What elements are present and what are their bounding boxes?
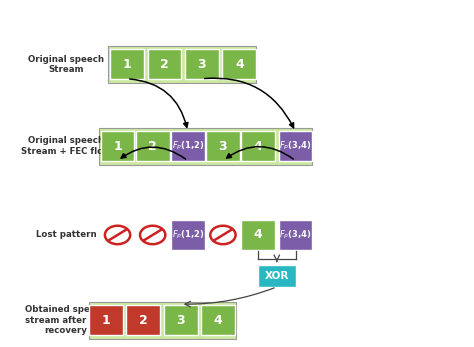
FancyBboxPatch shape bbox=[89, 305, 123, 335]
Text: 3: 3 bbox=[219, 140, 227, 153]
Text: Obtained speech
stream after FEC
recovery: Obtained speech stream after FEC recover… bbox=[25, 305, 107, 335]
FancyArrowPatch shape bbox=[121, 147, 186, 159]
Text: 1: 1 bbox=[123, 58, 131, 71]
Text: Original speech
Stream: Original speech Stream bbox=[28, 54, 104, 74]
FancyBboxPatch shape bbox=[136, 131, 170, 161]
Text: 1: 1 bbox=[113, 140, 122, 153]
Text: $F_P$(3,4): $F_P$(3,4) bbox=[279, 140, 312, 152]
Text: 1: 1 bbox=[101, 314, 110, 327]
Circle shape bbox=[105, 226, 130, 244]
Text: $F_P$(1,2): $F_P$(1,2) bbox=[172, 140, 204, 152]
Text: $F_P$(3,4): $F_P$(3,4) bbox=[279, 229, 312, 241]
Text: 3: 3 bbox=[198, 58, 206, 71]
FancyBboxPatch shape bbox=[201, 305, 235, 335]
FancyArrowPatch shape bbox=[227, 147, 293, 159]
FancyBboxPatch shape bbox=[99, 128, 312, 165]
Circle shape bbox=[210, 226, 236, 244]
FancyBboxPatch shape bbox=[185, 49, 219, 79]
Text: 4: 4 bbox=[235, 58, 244, 71]
Text: Original speech
Stream + FEC flow: Original speech Stream + FEC flow bbox=[21, 136, 111, 156]
Text: XOR: XOR bbox=[264, 271, 289, 281]
FancyBboxPatch shape bbox=[171, 220, 205, 250]
FancyBboxPatch shape bbox=[127, 305, 160, 335]
FancyBboxPatch shape bbox=[89, 302, 236, 339]
FancyBboxPatch shape bbox=[279, 220, 312, 250]
FancyBboxPatch shape bbox=[279, 131, 312, 161]
Text: Lost pattern: Lost pattern bbox=[36, 230, 96, 239]
FancyBboxPatch shape bbox=[110, 49, 144, 79]
FancyArrowPatch shape bbox=[130, 79, 188, 127]
FancyBboxPatch shape bbox=[108, 45, 256, 83]
Text: 4: 4 bbox=[254, 140, 263, 153]
FancyBboxPatch shape bbox=[258, 265, 296, 287]
Circle shape bbox=[140, 226, 165, 244]
Text: 2: 2 bbox=[139, 314, 148, 327]
Text: $F_P$(1,2): $F_P$(1,2) bbox=[172, 229, 204, 241]
FancyBboxPatch shape bbox=[241, 131, 275, 161]
FancyBboxPatch shape bbox=[100, 131, 135, 161]
Text: 4: 4 bbox=[214, 314, 223, 327]
Text: 2: 2 bbox=[160, 58, 169, 71]
FancyArrowPatch shape bbox=[205, 78, 293, 128]
Text: 2: 2 bbox=[148, 140, 157, 153]
Text: 4: 4 bbox=[254, 228, 263, 242]
FancyBboxPatch shape bbox=[171, 131, 205, 161]
FancyBboxPatch shape bbox=[206, 131, 240, 161]
FancyBboxPatch shape bbox=[222, 49, 256, 79]
FancyBboxPatch shape bbox=[241, 220, 275, 250]
FancyBboxPatch shape bbox=[147, 49, 181, 79]
FancyBboxPatch shape bbox=[164, 305, 198, 335]
Text: 3: 3 bbox=[176, 314, 185, 327]
